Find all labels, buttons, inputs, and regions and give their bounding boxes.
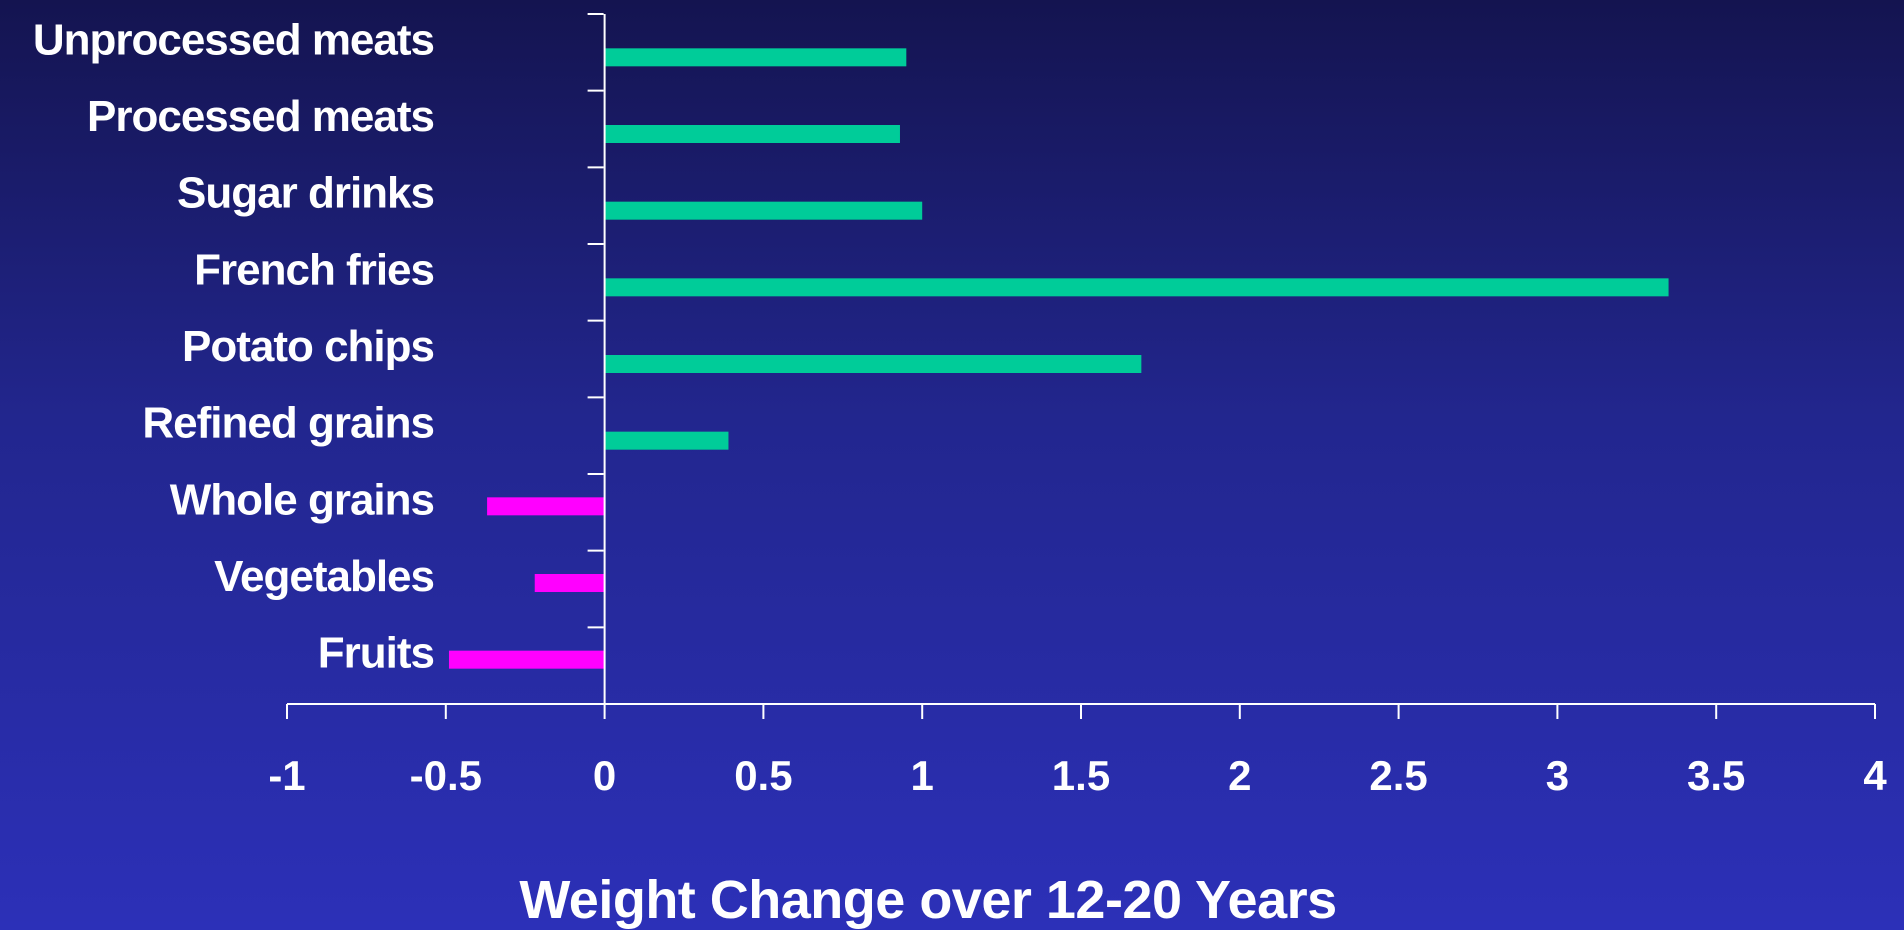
x-tick-label: 0.5 — [734, 752, 792, 799]
bar — [534, 574, 605, 592]
x-tick-label: -1 — [268, 752, 305, 799]
x-tick-label: 1 — [911, 752, 934, 799]
x-tick-label: 0 — [593, 752, 616, 799]
bar — [448, 650, 605, 669]
bar — [604, 278, 1669, 297]
bar — [604, 125, 900, 143]
x-tick-label: 2.5 — [1369, 752, 1427, 799]
category-label: Unprocessed meats — [33, 15, 434, 64]
category-label: Sugar drinks — [177, 169, 434, 218]
x-tick-label: 2 — [1228, 752, 1251, 799]
labels-layer: Unprocessed meats Processed meats Sugar dr… — [33, 15, 1887, 799]
category-label: Processed meats — [87, 92, 434, 141]
bar — [604, 201, 923, 220]
x-tick-label: 3 — [1546, 752, 1569, 799]
bar — [604, 355, 1142, 373]
category-label: French fries — [194, 245, 434, 294]
bar — [487, 497, 605, 516]
bar — [604, 48, 907, 67]
x-tick-label: 3.5 — [1687, 752, 1745, 799]
x-tick-label: 1.5 — [1052, 752, 1110, 799]
category-label: Whole grains — [170, 475, 434, 524]
x-axis-title: Weight Change over 12-20 Years — [519, 870, 1336, 930]
x-tick-label: -0.5 — [410, 752, 482, 799]
category-label: Potato chips — [182, 322, 434, 371]
category-label: Refined grains — [142, 399, 434, 448]
bar — [604, 431, 729, 450]
ticks-layer — [286, 13, 1876, 719]
category-label: Vegetables — [214, 552, 434, 601]
category-label: Fruits — [318, 629, 434, 678]
bars-layer — [448, 48, 1669, 669]
x-tick-label: 4 — [1863, 752, 1887, 799]
